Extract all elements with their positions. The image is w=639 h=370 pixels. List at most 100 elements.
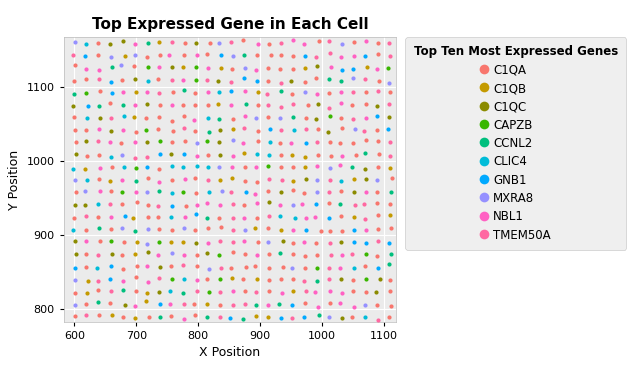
C1QA (360, 263, 370, 269)
C1QB (300, 165, 310, 171)
C1QA (252, 179, 263, 185)
C1QA (70, 127, 80, 133)
CCNL2 (93, 299, 104, 305)
TMEM50A (373, 317, 383, 323)
C1QA (116, 140, 126, 146)
C1QB (128, 215, 139, 221)
TMEM50A (288, 101, 298, 107)
CLIC4 (203, 115, 213, 121)
C1QB (362, 64, 372, 70)
NBL1 (203, 65, 213, 71)
TMEM50A (228, 239, 238, 245)
C1QA (93, 52, 104, 58)
C1QA (325, 139, 335, 145)
C1QB (142, 290, 152, 296)
NBL1 (130, 102, 140, 108)
NBL1 (361, 227, 371, 233)
C1QA (69, 114, 79, 120)
C1QB (178, 64, 189, 70)
C1QA (373, 201, 383, 206)
MXRA8 (384, 80, 394, 86)
C1QC (313, 101, 323, 107)
GNB1 (298, 314, 309, 320)
CCNL2 (385, 251, 396, 257)
C1QB (251, 313, 261, 319)
TMEM50A (324, 276, 334, 282)
C1QA (288, 164, 298, 169)
CAPZB (204, 289, 214, 295)
TMEM50A (263, 213, 273, 219)
CCNL2 (179, 87, 189, 93)
C1QC (191, 40, 201, 46)
NBL1 (288, 37, 298, 43)
NBL1 (95, 165, 105, 171)
TMEM50A (167, 40, 178, 46)
C1QA (361, 101, 371, 107)
MXRA8 (70, 38, 81, 44)
TMEM50A (239, 125, 249, 131)
TMEM50A (228, 227, 238, 233)
C1QA (360, 137, 371, 143)
NBL1 (373, 66, 383, 72)
C1QB (215, 178, 225, 184)
CAPZB (155, 138, 165, 144)
C1QA (142, 175, 153, 181)
CCNL2 (238, 316, 248, 322)
CAPZB (81, 90, 91, 96)
C1QA (155, 102, 165, 108)
NBL1 (106, 214, 116, 220)
NBL1 (226, 102, 236, 108)
C1QA (166, 263, 176, 269)
CLIC4 (275, 213, 285, 219)
C1QA (142, 202, 153, 208)
C1QC (300, 176, 311, 182)
C1QC (278, 238, 288, 244)
C1QA (373, 138, 383, 144)
C1QA (192, 263, 202, 269)
GNB1 (226, 88, 236, 94)
C1QB (253, 89, 263, 95)
CAPZB (312, 266, 322, 272)
C1QA (131, 275, 141, 280)
C1QA (240, 264, 250, 270)
TMEM50A (105, 201, 116, 207)
C1QA (373, 212, 383, 218)
CAPZB (141, 127, 151, 132)
NBL1 (142, 279, 153, 285)
NBL1 (189, 117, 199, 122)
C1QB (300, 154, 310, 160)
C1QA (68, 78, 79, 84)
C1QC (374, 276, 385, 282)
CLIC4 (93, 201, 104, 207)
C1QC (155, 264, 165, 270)
C1QA (227, 116, 238, 122)
TMEM50A (93, 278, 104, 284)
C1QA (81, 251, 91, 257)
CLIC4 (68, 227, 78, 233)
C1QC (167, 64, 177, 70)
NBL1 (335, 100, 346, 106)
TMEM50A (81, 312, 91, 317)
C1QA (166, 313, 176, 319)
CAPZB (117, 189, 127, 195)
CCNL2 (178, 290, 188, 296)
MXRA8 (142, 226, 153, 232)
TMEM50A (215, 238, 226, 244)
NBL1 (312, 163, 322, 169)
NBL1 (253, 41, 263, 47)
C1QB (119, 53, 130, 59)
C1QA (264, 287, 274, 293)
CCNL2 (107, 64, 118, 70)
C1QA (95, 238, 105, 244)
CCNL2 (313, 312, 323, 318)
CLIC4 (166, 213, 176, 219)
C1QA (325, 300, 335, 306)
C1QB (227, 175, 237, 181)
NBL1 (154, 179, 164, 185)
GNB1 (325, 215, 335, 221)
NBL1 (192, 277, 202, 283)
NBL1 (251, 164, 261, 169)
C1QA (153, 214, 163, 220)
GNB1 (105, 263, 116, 269)
C1QC (361, 176, 371, 182)
